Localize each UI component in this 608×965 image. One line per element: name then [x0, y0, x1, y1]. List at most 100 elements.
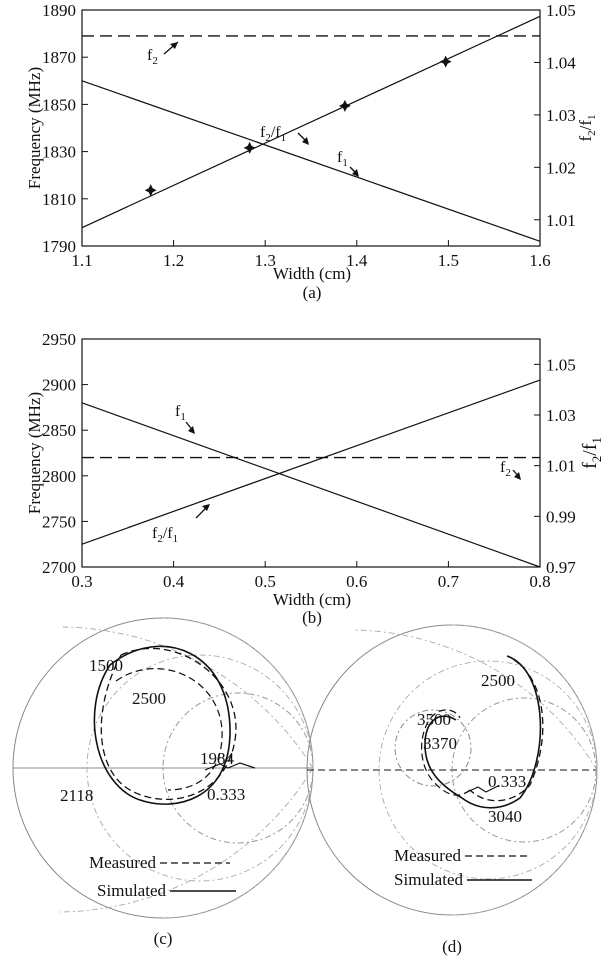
- y2tick-label-a-4: 1.05: [546, 1, 576, 20]
- svg-text:f2: f2: [500, 459, 511, 479]
- arrow-head-icon: [302, 137, 309, 145]
- xtick-label-b-1: 0.4: [163, 572, 185, 591]
- smith-x-1-arc-d: [451, 769, 598, 916]
- measured-trace-d: [469, 659, 544, 802]
- svg-text:f2/f1: f2/f1: [260, 124, 286, 144]
- series-line-b-2: [81, 379, 541, 545]
- smith-chart-c: 1500 2500 1984 2118 0.333 Measured Simul…: [12, 617, 314, 948]
- smith-x-05-arc-c: [59, 767, 314, 913]
- smith-r1-circle-d: [451, 697, 597, 843]
- xtick-label-a-1: 1.2: [163, 251, 184, 270]
- smith-x1-arc-d: [451, 624, 598, 771]
- annotation-f2f1-b: f2/f1: [152, 504, 210, 545]
- svg-text:f2/f1: f2/f1: [152, 525, 178, 545]
- data-point-a-2: [338, 99, 351, 112]
- xtick-label-a-2: 1.3: [255, 251, 276, 270]
- ytick-label-a-3: 1850: [42, 95, 76, 114]
- y2tick-label-a-1: 1.02: [546, 158, 576, 177]
- ytick-label-b-2: 2800: [42, 467, 76, 486]
- arrow-head-icon: [188, 426, 195, 434]
- y2-axis-label-b: f2/f1: [579, 437, 604, 469]
- caption-c: (c): [154, 929, 173, 948]
- series-line-a-2: [81, 15, 541, 229]
- simulated-trace-d-tail: [464, 785, 499, 794]
- simulated-trace-c: [93, 645, 231, 805]
- plot-frame-a: [81, 9, 541, 247]
- legend-measured-d: Measured: [394, 846, 462, 865]
- annotation-f2-a: f2: [147, 41, 179, 67]
- xtick-label-a-0: 1.1: [71, 251, 92, 270]
- xtick-label-a-3: 1.4: [346, 251, 368, 270]
- label-0333-c: 0.333: [207, 785, 245, 804]
- y2-axis-label-a: f2/f1: [576, 114, 598, 141]
- annotation-f2-b: f2: [500, 459, 521, 480]
- svg-text:f1: f1: [175, 403, 186, 423]
- arrow-head-icon: [202, 504, 210, 511]
- annotation-f2f1-a: f2/f1: [260, 124, 309, 145]
- ytick-label-a-5: 1890: [42, 1, 76, 20]
- chart-panel-a: 1790 1810 1830 1850 1870 1890 1.01 1.02 1.03 1.0…: [25, 1, 598, 302]
- label-3370-d: 3370: [423, 734, 457, 753]
- smith-x1-arc-c: [162, 617, 314, 769]
- label-3500-d: 3500: [417, 710, 451, 729]
- series-line-a-0: [81, 80, 541, 242]
- y-axis-label-b: Frequency (MHz): [25, 392, 44, 514]
- ytick-label-b-4: 2900: [42, 376, 76, 395]
- label-2500-d: 2500: [481, 671, 515, 690]
- y-axis-label-a: Frequency (MHz): [25, 67, 44, 189]
- y2tick-label-b-0: 0.97: [546, 558, 576, 577]
- xtick-label-b-5: 0.8: [529, 572, 550, 591]
- label-2500-c: 2500: [132, 689, 166, 708]
- xtick-label-a-4: 1.5: [438, 251, 459, 270]
- legend-measured-c: Measured: [89, 853, 157, 872]
- label-2118-c: 2118: [60, 786, 93, 805]
- annotation-f1-a: f1: [337, 149, 359, 177]
- xtick-label-b-0: 0.3: [71, 572, 92, 591]
- ytick-label-b-5: 2950: [42, 330, 76, 349]
- label-1500-c: 1500: [89, 656, 123, 675]
- label-1984-c: 1984: [200, 749, 235, 768]
- ytick-label-b-0: 2700: [42, 558, 76, 577]
- xtick-label-b-2: 0.5: [255, 572, 276, 591]
- label-0333-d: 0.333: [488, 772, 526, 791]
- arrow-head-icon: [352, 169, 359, 177]
- data-point-a-0: [144, 184, 157, 197]
- y2tick-label-b-3: 1.03: [546, 406, 576, 425]
- y2tick-label-b-1: 0.99: [546, 507, 576, 526]
- simulated-trace-d: [424, 655, 542, 809]
- annotation-f1-b: f1: [175, 403, 195, 434]
- arrow-head-icon: [170, 42, 178, 49]
- arrow-head-icon: [514, 472, 521, 480]
- smith-x05-arc-d: [354, 629, 598, 771]
- smith-chart-d: 2500 3500 3370 0.333 3040 Measured Simul…: [306, 624, 598, 956]
- measured-trace-c: [100, 647, 237, 801]
- ytick-label-a-0: 1790: [42, 237, 76, 256]
- ytick-label-b-3: 2850: [42, 421, 76, 440]
- plot-frame-b: [81, 338, 541, 568]
- caption-a: (a): [303, 283, 322, 302]
- series-line-b-0: [81, 402, 541, 568]
- measured-trace-d-inner: [421, 709, 471, 796]
- x-axis-label-a: Width (cm): [273, 264, 351, 283]
- ytick-label-a-4: 1870: [42, 48, 76, 67]
- caption-d: (d): [442, 937, 462, 956]
- measured-trace-c-inner: [115, 667, 223, 791]
- legend-simulated-c: Simulated: [97, 881, 166, 900]
- y2tick-label-a-0: 1.01: [546, 211, 576, 230]
- xtick-label-a-5: 1.6: [529, 251, 550, 270]
- xtick-label-b-3: 0.6: [346, 572, 367, 591]
- label-3040-d: 3040: [488, 807, 522, 826]
- smith-x-1-arc-c: [162, 767, 314, 919]
- ytick-label-a-2: 1830: [42, 143, 76, 162]
- y2tick-label-a-2: 1.03: [546, 106, 576, 125]
- data-point-a-3: [439, 55, 452, 68]
- smith-small-circle-d: [394, 709, 472, 787]
- ytick-label-b-1: 2750: [42, 512, 76, 531]
- ytick-label-a-1: 1810: [42, 190, 76, 209]
- caption-b: (b): [302, 608, 322, 627]
- y2tick-label-a-3: 1.04: [546, 53, 576, 72]
- data-point-a-1: [243, 141, 256, 154]
- y2tick-label-b-4: 1.05: [546, 355, 576, 374]
- x-axis-label-b: Width (cm): [273, 590, 351, 609]
